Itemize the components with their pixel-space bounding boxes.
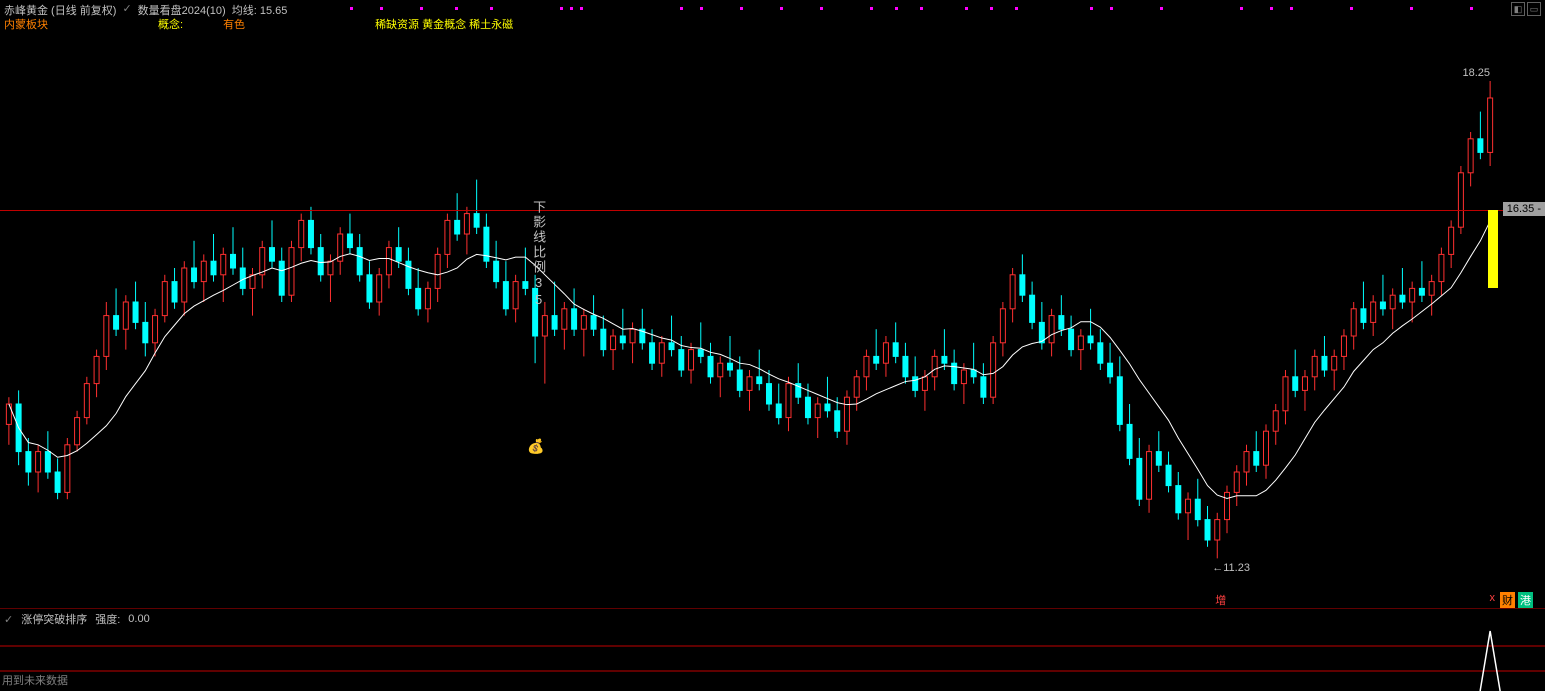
strength-value: 0.00 <box>128 613 149 625</box>
money-bag-icon: 💰 <box>527 438 544 455</box>
sub-indicator-panel[interactable]: ✓ 涨停突破排序 强度: 0.00 <box>0 608 1545 690</box>
tool-icon-2[interactable]: ▭ <box>1527 2 1541 16</box>
high-price-label: 18.25 <box>1462 67 1490 79</box>
sub-check-icon: ✓ <box>4 613 13 626</box>
candlestick-svg <box>0 30 1545 608</box>
dots-row <box>340 7 1505 13</box>
toolbar-right: ◧ ▭ <box>1511 2 1541 16</box>
check-icon: ✓ <box>122 2 131 15</box>
vertical-annotation: 下影线比例35 <box>529 200 548 309</box>
sub-title: 涨停突破排序 <box>21 611 87 627</box>
badge-x: x <box>1488 592 1498 604</box>
sub-svg <box>0 626 1545 691</box>
resistance-line <box>0 210 1545 211</box>
strength-label: 强度: <box>95 611 120 627</box>
current-price-tag: 16.35 - <box>1503 202 1545 216</box>
tool-icon-1[interactable]: ◧ <box>1511 2 1525 16</box>
badge-cai: 财 <box>1500 592 1515 608</box>
badge-gang: 港 <box>1518 592 1533 608</box>
yellow-marker-bar <box>1488 210 1498 288</box>
footer-note: 用到未来数据 <box>2 672 68 688</box>
main-chart[interactable]: 18.25 16.35 - 下影线比例35 💰 ←11.23 增 x 财 港 <box>0 30 1545 608</box>
low-price-annotation: ←11.23 <box>1212 562 1250 574</box>
badge-zeng: 增 <box>1213 592 1228 608</box>
